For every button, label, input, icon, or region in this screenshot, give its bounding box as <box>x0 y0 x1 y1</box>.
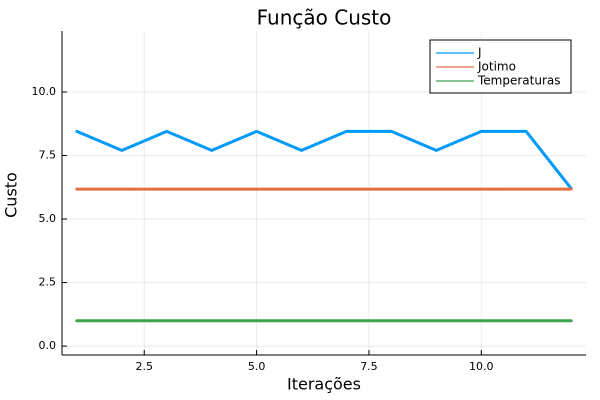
y-tick-label: 10.0 <box>32 85 57 98</box>
x-tick-label: 5.0 <box>248 360 266 373</box>
legend-label-j: J <box>477 46 482 60</box>
legend-label-jotimo: Jotimo <box>477 60 516 74</box>
y-ticks: 0.0 2.5 5.0 7.5 10.0 <box>32 85 67 352</box>
x-tick-label: 10.0 <box>469 360 494 373</box>
x-tick-label: 7.5 <box>360 360 378 373</box>
y-tick-label: 7.5 <box>39 149 57 162</box>
y-tick-label: 2.5 <box>39 276 57 289</box>
x-tick-label: 2.5 <box>135 360 153 373</box>
y-tick-label: 0.0 <box>39 339 57 352</box>
series-layer <box>75 129 573 323</box>
x-ticks: 2.5 5.0 7.5 10.0 <box>135 350 494 373</box>
series-line-j <box>75 129 573 191</box>
y-tick-label: 5.0 <box>39 212 57 225</box>
chart-title: Função Custo <box>257 6 392 30</box>
legend-label-temperaturas: Temperaturas <box>477 74 561 88</box>
x-axis-label: Iterações <box>287 375 361 394</box>
y-axis-label: Custo <box>2 172 21 218</box>
